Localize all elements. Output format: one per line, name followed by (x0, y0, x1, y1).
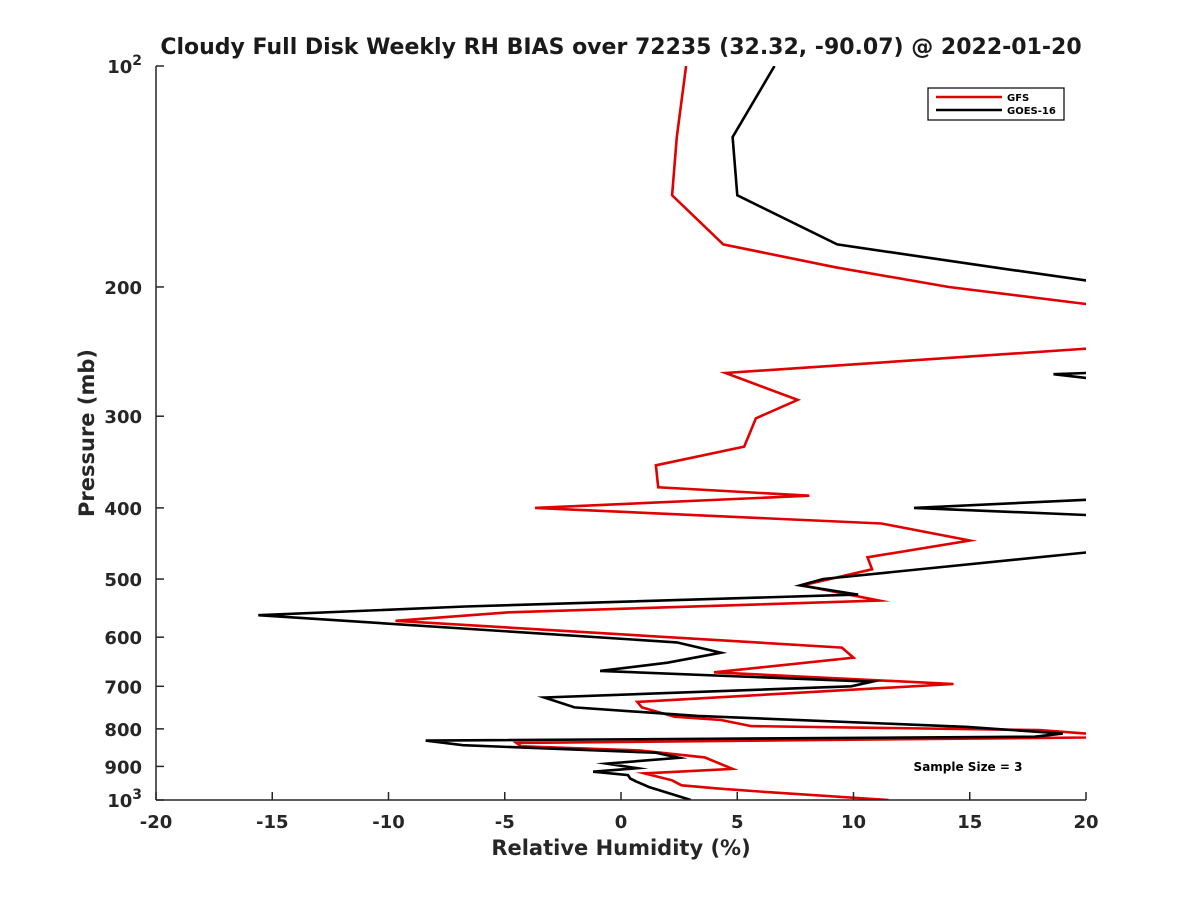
y-tick-label: 700 (104, 677, 142, 698)
x-axis-label: Relative Humidity (%) (491, 836, 750, 860)
y-tick-label: 200 (104, 278, 142, 299)
x-tick-label: -20 (140, 812, 173, 833)
x-tick-label: 10 (841, 812, 866, 833)
x-tick-label: 5 (731, 812, 744, 833)
y-tick-label: 500 (104, 570, 142, 591)
x-tick-label: 15 (957, 812, 982, 833)
x-axis-ticks: -20 -15 -10 -5 0 5 10 15 20 (140, 792, 1099, 833)
y-axis-label: Pressure (mb) (75, 349, 99, 517)
y-tick-label: 900 (104, 757, 142, 778)
series-line-gfs (395, 66, 1086, 800)
x-tick-label: -15 (256, 812, 289, 833)
chart-title: Cloudy Full Disk Weekly RH BIAS over 722… (160, 35, 1081, 60)
sample-size-annotation: Sample Size = 3 (914, 760, 1023, 774)
legend-label-goes16: GOES-16 (1007, 106, 1056, 117)
y-tick-label: 103 (107, 787, 142, 812)
x-tick-label: 20 (1073, 812, 1098, 833)
legend-label-gfs: GFS (1007, 93, 1029, 104)
y-tick-label: 400 (104, 499, 142, 520)
y-tick-label: 800 (104, 720, 142, 741)
x-tick-label: -5 (495, 812, 515, 833)
y-tick-label: 102 (107, 53, 142, 78)
legend: GFS GOES-16 (927, 87, 1065, 121)
x-tick-label: 0 (615, 812, 628, 833)
series-layer (258, 66, 1086, 800)
legend-box (927, 87, 1065, 121)
x-tick-label: -10 (372, 812, 405, 833)
y-tick-label: 600 (104, 628, 142, 649)
y-axis-ticks: 102 200 300 400 500 600 700 800 900 103 (104, 53, 164, 812)
y-tick-label: 300 (104, 407, 142, 428)
